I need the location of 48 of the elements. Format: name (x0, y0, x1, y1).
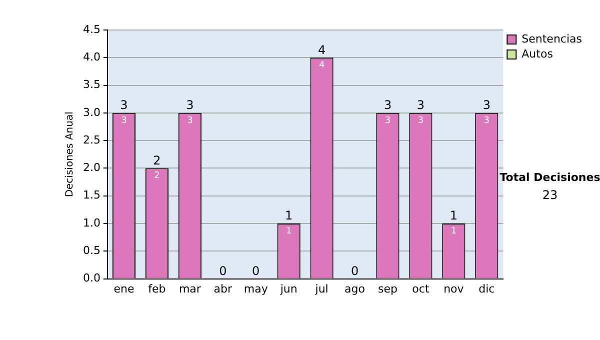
x-tick-label: abr (214, 282, 232, 296)
total-label: 1 (450, 208, 458, 223)
y-tick-label: 4.0 (82, 50, 100, 64)
data-label: 3 (484, 116, 490, 126)
text: 23 (542, 188, 558, 202)
x-tick-label: ene (114, 282, 134, 296)
data-label: 3 (384, 116, 391, 126)
y-tick-label: 1.0 (82, 216, 100, 230)
x-tick-label: may (244, 282, 268, 296)
x-tick-label: ago (344, 282, 366, 296)
x-tick-label: nov (444, 282, 464, 296)
total-label: 0 (219, 264, 227, 278)
x-tick-label: feb (148, 282, 166, 296)
total-label: 0 (252, 264, 260, 278)
total-label: 3 (482, 98, 490, 112)
data-label: 2 (154, 171, 160, 182)
x-tick-label: sep (378, 282, 398, 296)
legend-label: Sentencias (522, 32, 582, 46)
total-label: 0 (350, 264, 359, 278)
x-tick-label: dic (478, 282, 495, 296)
y-tick-label: 2.0 (82, 161, 100, 174)
data-label: 1 (286, 226, 292, 236)
data-label: 4 (318, 60, 325, 70)
x-tick-label: oct (412, 282, 430, 296)
y-tick-label: 0.0 (82, 272, 100, 285)
y-tick-label: 4.5 (82, 22, 100, 36)
y-tick-label: 3.0 (82, 106, 100, 119)
total-label: 1 (285, 208, 293, 223)
annotation: Total Decisiones (500, 170, 600, 184)
data-label: 1 (450, 226, 457, 236)
total-label: 3 (186, 98, 194, 112)
y-tick-label: 2.5 (82, 133, 100, 146)
y-tick-label: 3.5 (82, 78, 100, 92)
y-tick-label: 1.5 (82, 188, 100, 202)
y-tick-label: 0.5 (82, 244, 100, 258)
x-tick-label: jul (314, 282, 328, 296)
legend-label: Autos (522, 47, 554, 60)
x-tick-label: mar (178, 282, 202, 296)
y-axis-title: Decisiones Anual (64, 112, 76, 198)
data-label: 3 (121, 116, 127, 126)
total-label: 2 (153, 153, 161, 168)
total-label: 3 (384, 98, 392, 112)
x-tick-label: jun (279, 282, 298, 296)
data-label: 3 (418, 116, 424, 126)
total-label: 3 (416, 98, 425, 112)
data-label: 3 (187, 116, 193, 126)
total-label: 3 (120, 98, 128, 112)
total-label: 4 (318, 42, 326, 57)
